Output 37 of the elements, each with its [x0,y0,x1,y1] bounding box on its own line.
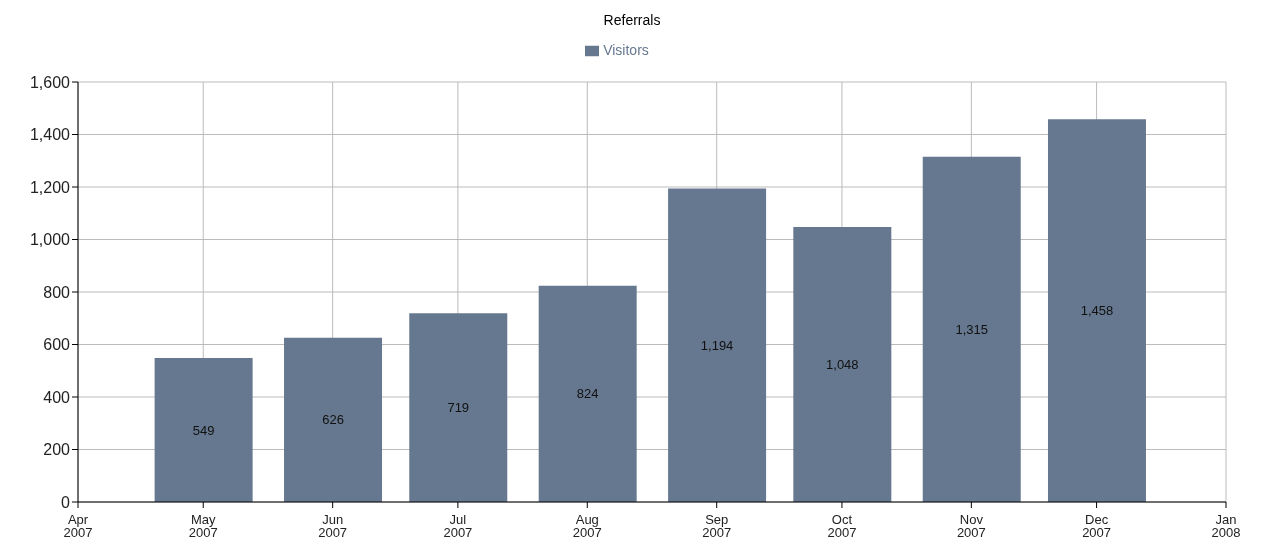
y-tick-label: 1,600 [29,73,71,91]
x-tick-label: Oct 2007 [827,512,857,540]
y-tick-label: 600 [43,336,71,354]
y-tick-label: 1,200 [29,178,71,196]
data-label: 1,458 [1080,303,1114,319]
y-tick-label: 400 [43,388,71,406]
x-tick-label: Aug 2007 [572,512,602,540]
data-label: 719 [447,400,470,416]
bar [154,357,253,502]
bar [793,226,892,502]
bar [284,337,383,502]
y-tick-label: 0 [61,493,71,511]
y-tick-label: 1,000 [29,231,71,249]
legend-label: Visitors [603,42,649,58]
chart-title: Referrals [602,11,662,30]
data-label: 1,048 [826,357,859,373]
bar [409,313,508,502]
x-tick-label: Jun 2007 [318,512,348,540]
data-label: 824 [576,386,599,402]
x-tick-label: Jul 2007 [443,512,473,540]
bar [668,188,767,502]
y-tick-label: 200 [43,441,71,459]
bar [922,156,1021,502]
x-tick-label: Dec 2007 [1082,512,1112,540]
data-label: 1,194 [700,337,734,353]
bar [538,285,637,502]
x-tick-label: Apr 2007 [63,512,93,540]
bar [1047,119,1146,502]
y-tick-label: 1,400 [29,126,71,144]
data-label: 1,315 [955,322,989,338]
x-tick-label: Nov 2007 [956,512,986,540]
x-tick-label: May 2007 [188,512,218,540]
x-tick-label: Jan 2008 [1211,512,1241,540]
y-tick-label: 800 [43,283,71,301]
data-label: 626 [322,412,344,428]
x-tick-label: Sep 2007 [702,512,732,540]
data-label: 549 [192,422,215,438]
